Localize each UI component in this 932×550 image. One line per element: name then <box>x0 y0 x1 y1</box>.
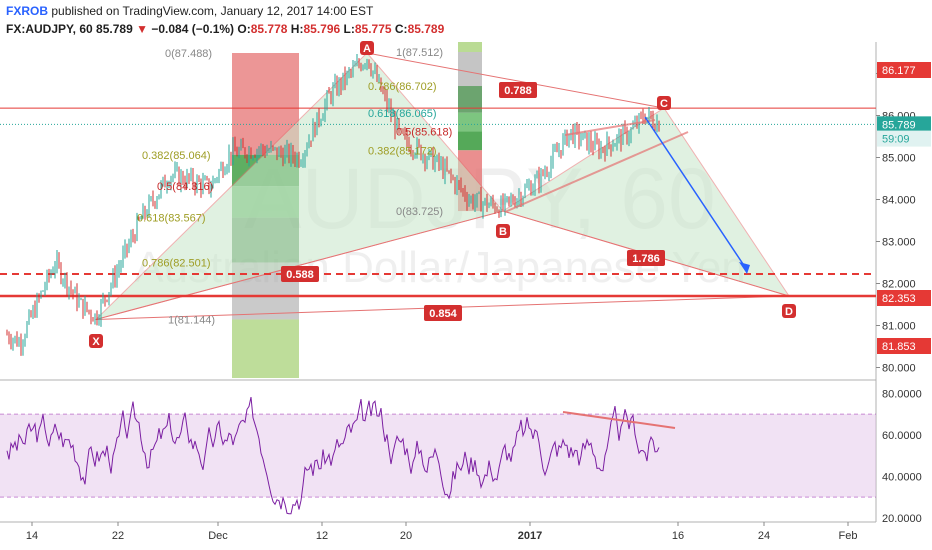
author-link[interactable]: FXROB <box>6 4 48 18</box>
ratio-badge <box>424 305 462 321</box>
x-tick-label: Dec <box>208 530 228 542</box>
last-price: 85.789 <box>96 22 133 36</box>
low-label: L: <box>343 22 355 36</box>
ratio-line-ac <box>366 52 665 109</box>
price-tag-label: 59:09 <box>882 134 910 146</box>
pattern-point-badge <box>89 334 103 348</box>
rsi-line <box>6 396 660 515</box>
fib-level-label: 0.5(85.618) <box>396 127 452 139</box>
price-tag-label: 85.789 <box>882 119 916 131</box>
pattern-point-label: C <box>660 98 668 110</box>
fib-zone <box>458 86 482 113</box>
price-tag <box>877 290 931 306</box>
price-change: −0.084 (−0.1%) <box>151 22 235 36</box>
close-value: 85.789 <box>407 22 445 36</box>
pattern-point-label: A <box>363 43 371 55</box>
fib-level-label: 0.382(85.064) <box>142 150 211 162</box>
x-tick-label: 24 <box>758 530 770 542</box>
close-label: C: <box>394 22 408 36</box>
ratio-label: 1.786 <box>632 253 660 265</box>
ratio-label: 0.854 <box>429 308 457 320</box>
rsi-tick-label: 80.0000 <box>882 388 922 400</box>
publish-line: FXROB published on TradingView.com, Janu… <box>6 4 373 18</box>
y-tick-label: 83.000 <box>882 237 916 249</box>
price-tag <box>877 130 931 147</box>
pattern-point-badge <box>496 224 510 238</box>
candles <box>6 53 660 356</box>
low-value: 85.775 <box>354 22 392 36</box>
fib-level-label: 0(83.725) <box>396 206 443 218</box>
ratio-badge <box>281 266 319 282</box>
symbol-label[interactable]: FX:AUDJPY, 60 <box>6 22 93 36</box>
fib-level-label: 0.5(84.316) <box>157 181 213 193</box>
y-tick-label: 81.000 <box>882 321 916 333</box>
x-tick-label: 12 <box>316 530 328 542</box>
x-tick-label: 20 <box>400 530 412 542</box>
fib-level-label: 0.786(82.501) <box>142 257 211 269</box>
fib-zone <box>458 42 482 52</box>
rsi-tick-label: 40.0000 <box>882 471 922 483</box>
fib-level-label: 0.618(83.567) <box>137 213 206 225</box>
open-label: O: <box>237 22 251 36</box>
rsi-tick-label: 20.0000 <box>882 513 922 525</box>
down-arrow-icon: ▼ <box>136 22 148 36</box>
x-tick-label: 2017 <box>518 530 542 542</box>
x-tick-label: 14 <box>26 530 38 542</box>
price-tag <box>877 62 931 78</box>
pattern-point-label: X <box>92 336 100 348</box>
arrow-head-icon <box>739 262 750 274</box>
fib-zone <box>458 51 482 87</box>
rsi-tick-label: 60.0000 <box>882 430 922 442</box>
price-tag <box>877 338 931 354</box>
fib-level-label: 1(87.512) <box>396 47 443 59</box>
pattern-point-label: D <box>785 306 793 318</box>
pattern-point-badge <box>360 41 374 55</box>
y-tick-label: 84.000 <box>882 195 916 207</box>
price-tag-label: 86.177 <box>882 65 916 77</box>
pattern-point-badge <box>657 96 671 110</box>
y-tick-label: 80.000 <box>882 363 916 375</box>
ratio-badge <box>499 82 537 98</box>
price-tag-label: 81.853 <box>882 341 916 353</box>
high-value: 85.796 <box>303 22 341 36</box>
projection-arrow <box>644 116 748 271</box>
y-tick-label: 82.000 <box>882 279 916 291</box>
high-label: H: <box>290 22 304 36</box>
ohlc-line: FX:AUDJPY, 60 85.789 ▼ −0.084 (−0.1%) O:… <box>6 22 444 36</box>
fib-zone <box>232 319 299 378</box>
chart-header: FXROB published on TradingView.com, Janu… <box>0 0 932 42</box>
fib-level-label: 0.618(86.065) <box>368 108 437 120</box>
trend-channel-line <box>564 119 656 136</box>
trend-channel-line <box>504 131 689 213</box>
fib-zone <box>458 131 482 151</box>
fib-zone <box>458 112 482 132</box>
x-tick-label: 16 <box>672 530 684 542</box>
fib-level-label: 0.382(85.172) <box>368 145 437 157</box>
open-value: 85.778 <box>250 22 288 36</box>
y-tick-label: 85.000 <box>882 153 916 165</box>
ratio-label: 0.788 <box>504 85 532 97</box>
rsi-band <box>0 414 876 498</box>
fib-level-label: 1(81.144) <box>168 314 215 326</box>
x-tick-label: 22 <box>112 530 124 542</box>
price-tag <box>877 116 931 133</box>
pattern-point-label: B <box>499 226 507 238</box>
fib-level-label: 0.786(86.702) <box>368 81 437 93</box>
ratio-badge <box>627 250 665 266</box>
ratio-label: 0.588 <box>286 269 314 281</box>
publish-info: published on TradingView.com, January 12… <box>51 4 374 18</box>
ratio-line-xb <box>95 210 504 320</box>
rsi-divergence-line <box>562 411 676 429</box>
price-tag-label: 82.353 <box>882 293 916 305</box>
fib-level-label: 0(87.488) <box>165 48 212 60</box>
x-tick-label: Feb <box>839 530 858 542</box>
pattern-point-badge <box>782 304 796 318</box>
